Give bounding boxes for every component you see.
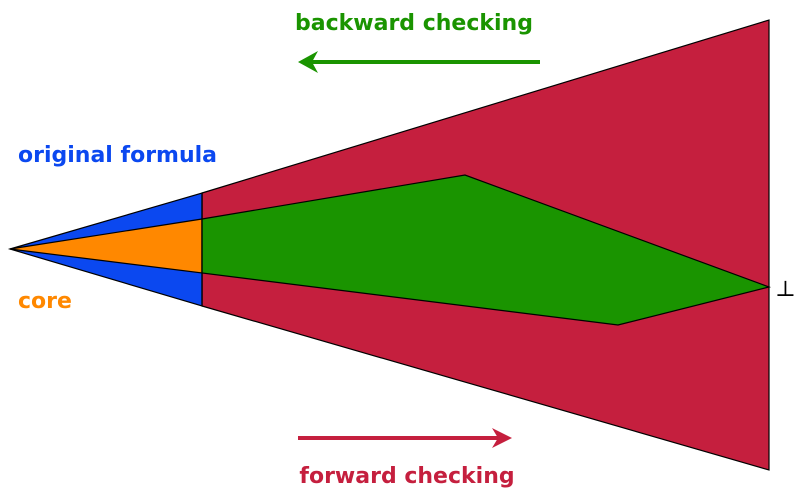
backward-arrow — [298, 51, 540, 73]
bottom-symbol: ⊥ — [775, 277, 796, 302]
original-formula-label: original formula — [18, 143, 217, 168]
core-label: core — [18, 289, 72, 314]
forward-checking-label: forward checking — [299, 464, 514, 489]
backward-checking-label: backward checking — [295, 11, 533, 36]
forward-arrow — [298, 428, 512, 448]
